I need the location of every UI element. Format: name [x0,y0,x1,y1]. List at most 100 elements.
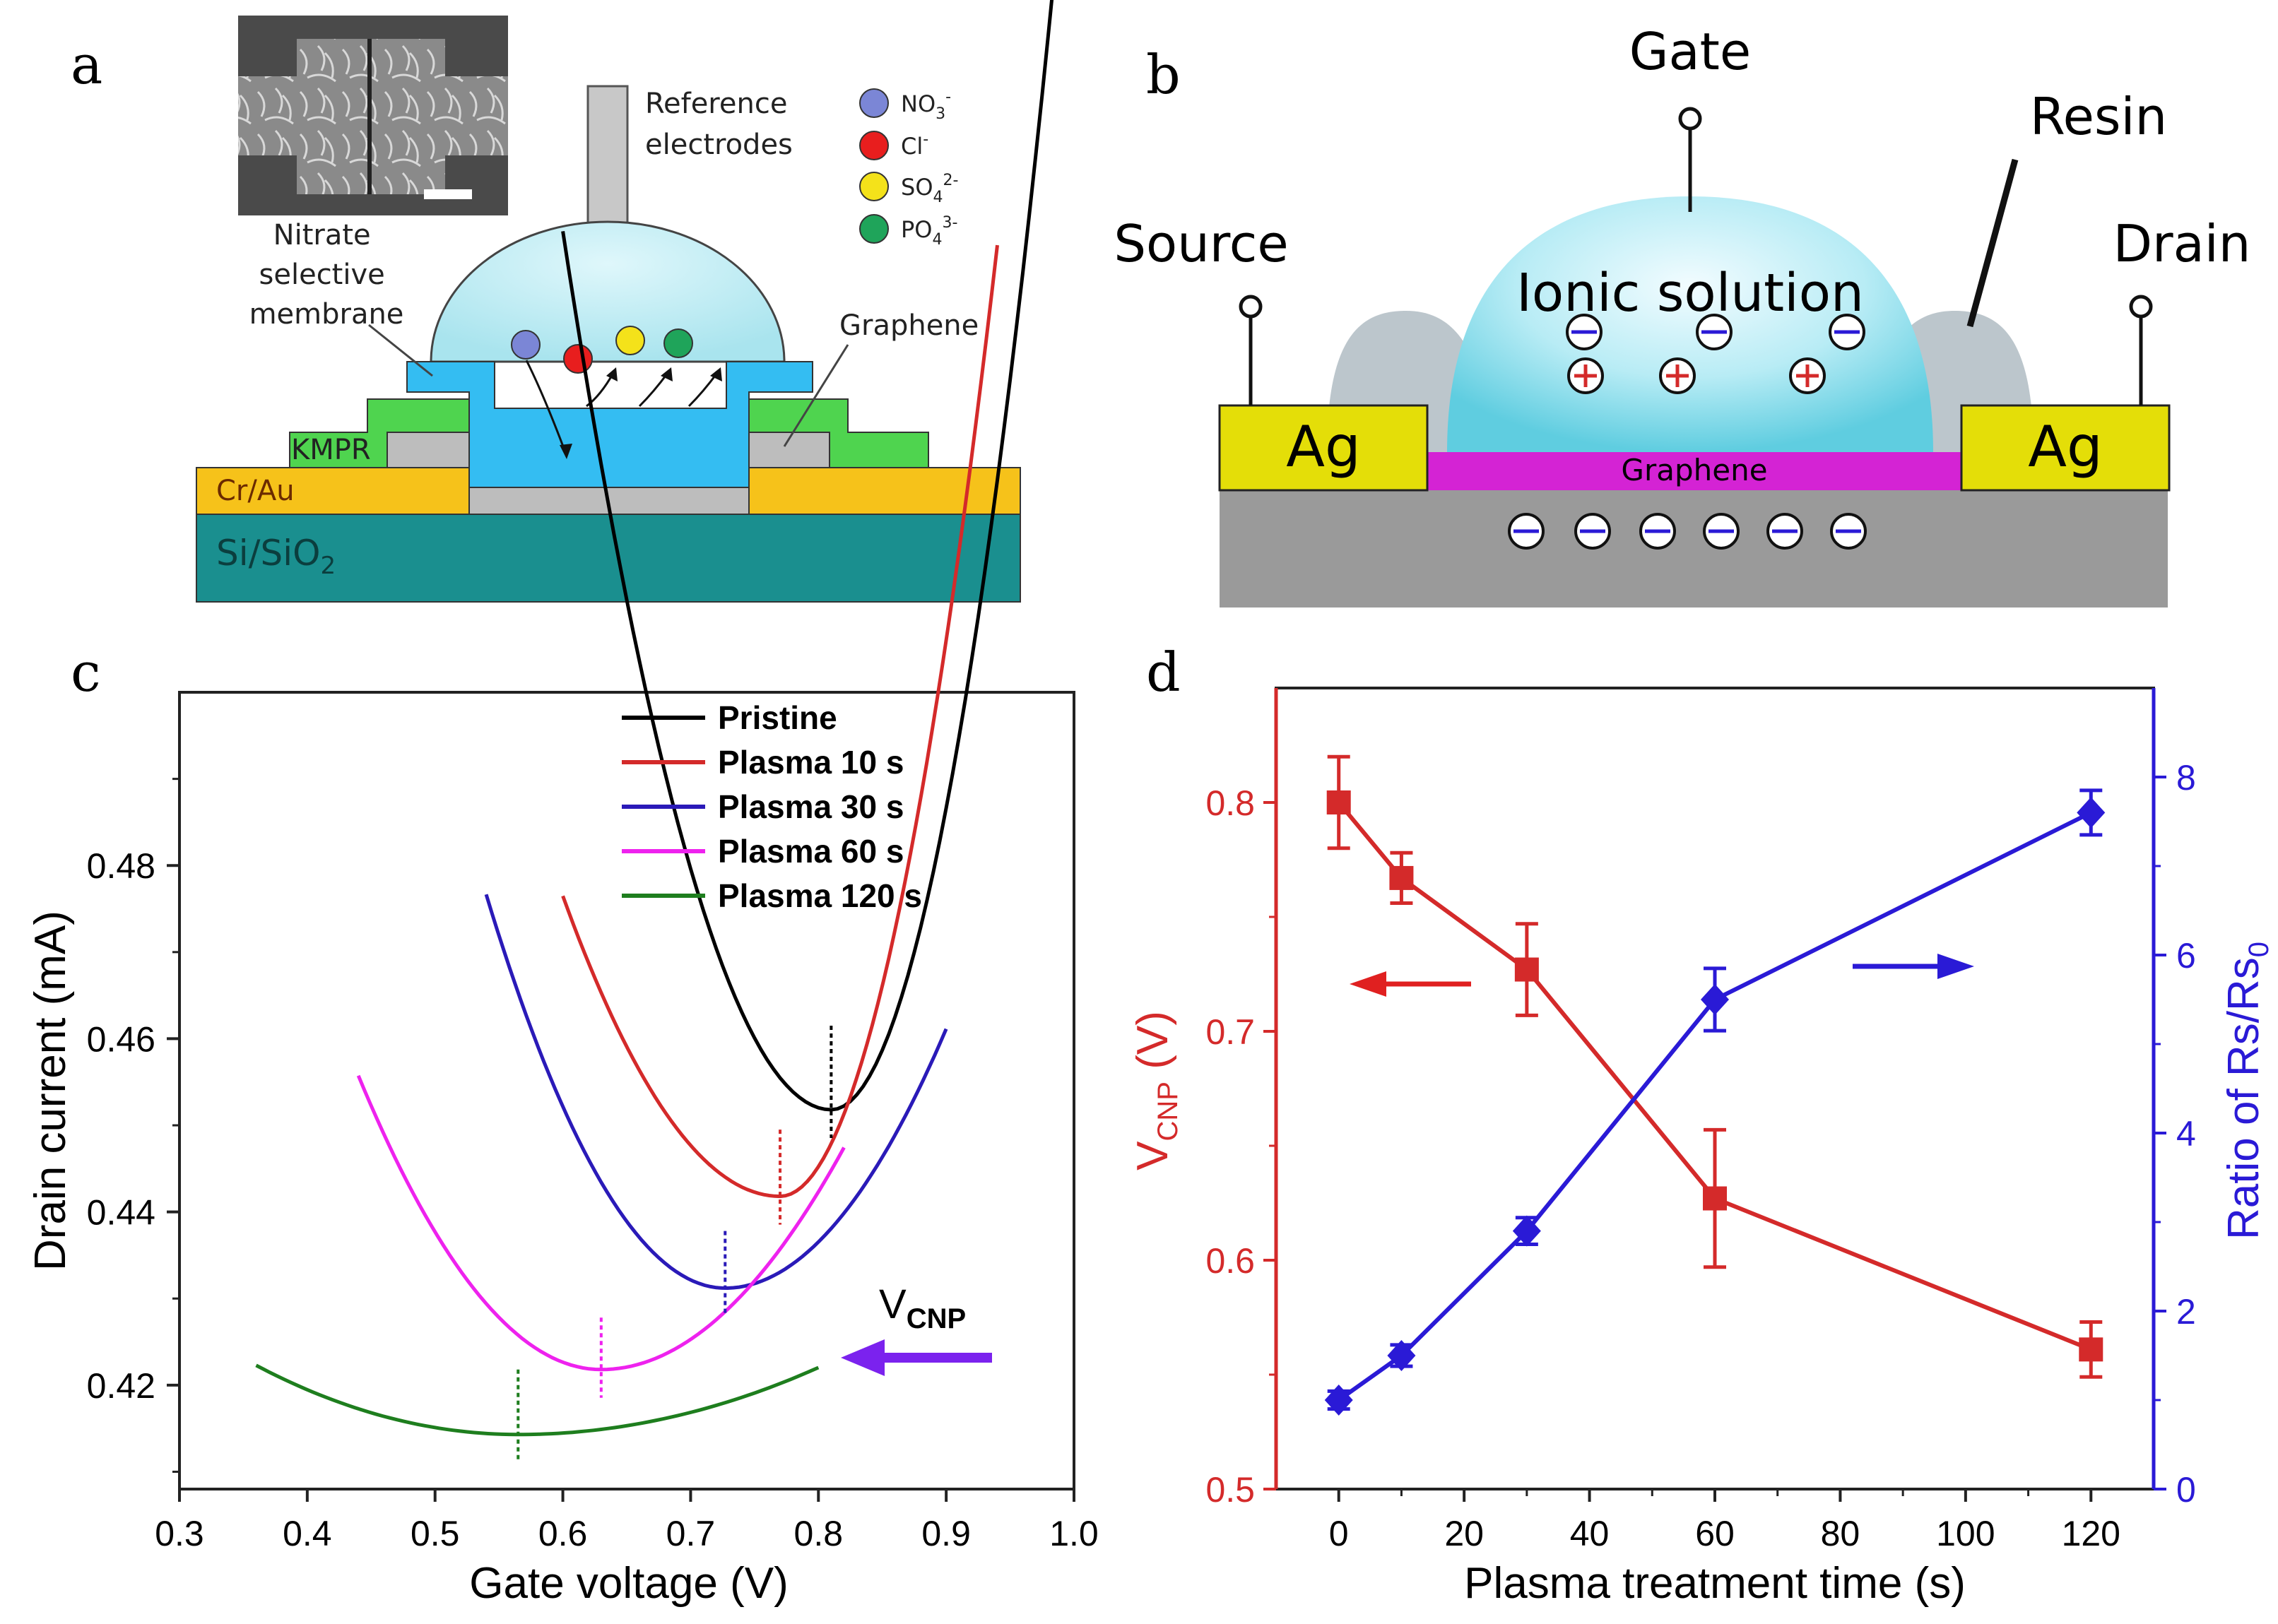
chart-d-right-label: Ratio of Rs/Rs0 [2219,942,2274,1240]
c-legend-label: Plasma 30 s [718,788,904,825]
d-point-square [1514,957,1539,982]
svg-text:Cl-: Cl- [901,131,928,160]
d-left-tick-label: 0.5 [1205,1470,1255,1510]
graphene-label-a: Graphene [839,309,979,342]
d-point-square [1389,865,1414,890]
cr-au-label: Cr/Au [216,475,295,507]
c-ytick-label: 0.46 [87,1019,155,1059]
nitrate-ion-icon [859,88,889,118]
d-xtick-label: 0 [1329,1514,1349,1553]
c-series-line [484,894,948,1291]
chart-d-left-label: VCNP (V) [1128,1011,1184,1170]
chart-d-frame [1275,687,2155,1490]
c-xtick-label: 0.6 [538,1514,588,1553]
panel-a-label: a [71,33,102,96]
phosphate-ion-icon [859,214,889,244]
ionic-solution-label: Ionic solution [1516,263,1864,324]
panel-b: b [1114,22,2250,607]
sulfate-ion-icon [859,172,889,201]
d-point-diamond [1701,984,1729,1015]
cr-au-left [196,467,470,515]
d-xtick-label: 20 [1444,1514,1484,1553]
substrate-b [1220,490,2168,607]
c-ytick-label: 0.42 [87,1366,155,1406]
c-series-line [255,1363,820,1437]
left-arrow-icon [1350,971,1386,997]
d-point-diamond [1512,1215,1541,1247]
c-legend-label: Plasma 10 s [718,744,904,781]
d-right-tick-label: 0 [2176,1470,2196,1510]
d-point-square [2079,1337,2103,1362]
c-series-line [356,1074,846,1372]
c-xtick-label: 0.8 [794,1514,844,1553]
c-xtick-label: 1.0 [1049,1514,1099,1553]
c-legend-label: Plasma 120 s [718,877,922,914]
svg-text:VCNP: VCNP [879,1281,966,1334]
d-xtick-label: 80 [1821,1514,1860,1553]
si-sio2-layer [196,514,1021,603]
svg-text:NO3-: NO3- [901,88,951,123]
ratio-axis-arrow [1853,954,1974,979]
d-right-tick-label: 4 [2176,1114,2196,1154]
c-xtick-label: 0.3 [155,1514,204,1553]
d-point-diamond [1324,1385,1353,1416]
c-xtick-label: 0.7 [666,1514,716,1553]
d-left-tick-label: 0.6 [1205,1241,1255,1281]
c-xtick-label: 0.9 [921,1514,971,1553]
d-left-tick-label: 0.7 [1205,1012,1255,1052]
panel-b-label: b [1146,43,1181,106]
device-cross-section [196,220,1021,603]
c-legend-label: Plasma 60 s [718,833,904,870]
d-series-line [1337,810,2092,1402]
c-xtick-label: 0.5 [411,1514,460,1553]
membrane-label: Nitrate selective membrane [249,219,404,331]
chart-c-frame [178,691,1075,1490]
svg-text:PO43-: PO43- [901,214,957,249]
d-right-tick-label: 2 [2176,1292,2196,1332]
ag-left [1218,404,1429,492]
d-xtick-label: 60 [1695,1514,1735,1553]
ag-left-label: Ag [1286,414,1361,480]
d-left-tick-label: 0.8 [1205,783,1255,823]
scale-bar [424,189,472,199]
ag-right-label: Ag [2028,414,2103,480]
vcnp-annotation: VCNP [841,1281,992,1376]
chart-d-xlabel: Plasma treatment time (s) [1464,1559,1966,1608]
chart-d-plot [1324,754,2106,1416]
d-xtick-label: 120 [2062,1514,2120,1553]
c-series-line [561,0,1054,1112]
d-point-square [1703,1186,1727,1211]
d-point-square [1326,790,1351,814]
gate-label: Gate [1629,22,1751,81]
d-xtick-label: 40 [1570,1514,1610,1553]
source-terminal-icon [1239,295,1263,319]
right-arrow-icon [1937,954,1974,979]
chloride-ion-icon [859,131,889,160]
reference-label: Reference electrodes [645,88,796,161]
d-point-diamond [1387,1340,1416,1371]
resin-label: Resin [2030,87,2167,146]
nitrate-membrane [406,361,813,488]
cr-au-right [748,467,1021,515]
gate-terminal-icon [1678,107,1702,131]
kmpr-right [748,398,929,468]
panel-c: c 0.3 0.4 0.5 0.6 0.7 0.8 0.9 1.00.420.440.460.… [26,0,1099,1608]
c-ytick-label: 0.48 [87,846,155,886]
c-xtick-label: 0.4 [283,1514,332,1553]
panel-c-label: c [71,641,101,704]
drain-label: Drain [2113,214,2251,273]
chart-c-axes: 0.3 0.4 0.5 0.6 0.7 0.8 0.9 1.0 0.42 0.44 0.46 0.48 [87,778,1099,1553]
chart-c-ylabel: Drain current (mA) [26,911,75,1271]
substrate-label: Si/SiO2 [216,533,336,580]
chart-c-plot [255,0,1054,1463]
panel-d: d 0 20 40 60 80 100 120 0.5 0.6 0.7 0.8 0 2 4 6 8 Plasm… [1128,641,2274,1608]
drain-terminal-icon [2129,295,2153,319]
c-legend-label: Pristine [718,699,837,736]
c-ytick-label: 0.44 [87,1193,155,1233]
svg-text:SO42-: SO42- [901,172,958,206]
chart-d-axes: 0 20 40 60 80 100 120 0.5 0.6 0.7 0.8 0 2 4 6 8 [1205,758,2195,1553]
vcnp-axis-arrow [1350,971,1471,997]
d-point-diamond [2077,797,2106,829]
d-right-tick-label: 6 [2176,936,2196,976]
